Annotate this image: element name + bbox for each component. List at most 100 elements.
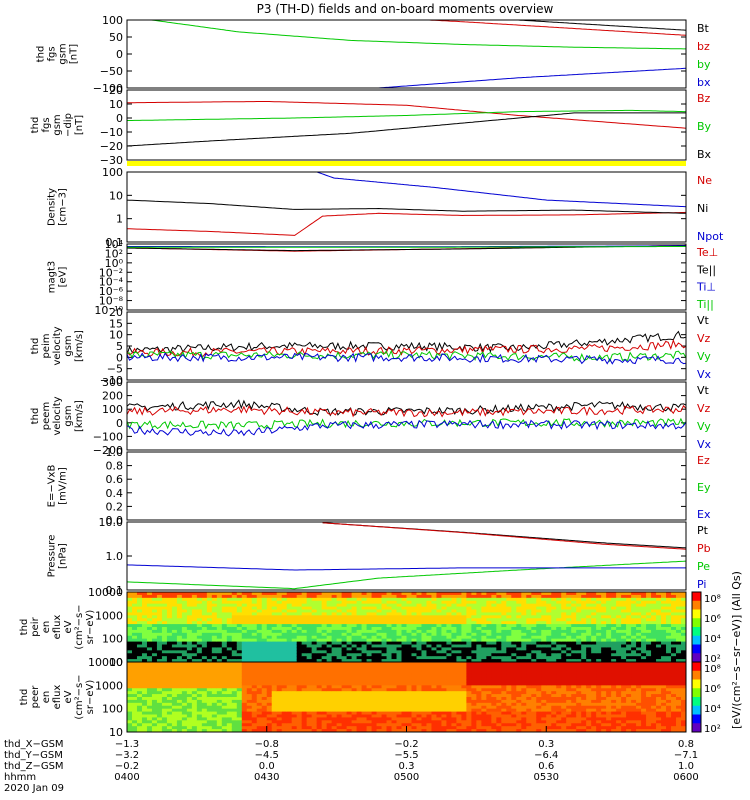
spectrogram-cell bbox=[656, 594, 662, 599]
spectrogram-cell bbox=[326, 729, 333, 733]
spectrogram-cell bbox=[526, 682, 532, 686]
spectrogram-cell bbox=[181, 676, 188, 680]
spectrogram-cell bbox=[611, 612, 617, 616]
spectrogram-cell bbox=[156, 644, 163, 648]
spectrogram-cell bbox=[326, 662, 333, 666]
spectrogram-cell bbox=[381, 627, 388, 631]
spectrogram-cell bbox=[441, 662, 447, 666]
spectrogram-cell bbox=[206, 641, 213, 645]
spectrogram-cell bbox=[326, 664, 333, 669]
spectrogram-cell bbox=[521, 659, 527, 663]
spectrogram-cell bbox=[446, 697, 452, 701]
spectrogram-cell bbox=[311, 726, 318, 730]
spectrogram-cell bbox=[401, 705, 407, 710]
spectrogram-cell bbox=[171, 702, 178, 707]
spectrogram-cell bbox=[416, 723, 422, 727]
spectrogram-cell bbox=[226, 667, 233, 672]
spectrogram-cell bbox=[136, 705, 143, 710]
spectrogram-cell bbox=[311, 676, 318, 680]
spectrogram-cell bbox=[396, 711, 403, 715]
spectrogram-cell bbox=[286, 647, 293, 651]
spectrogram-cell bbox=[306, 621, 313, 625]
spectrogram-cell bbox=[176, 603, 183, 608]
spectrogram-cell bbox=[661, 594, 667, 599]
spectrogram-cell bbox=[386, 606, 393, 610]
spectrogram-cell bbox=[176, 720, 183, 724]
spectrogram-cell bbox=[136, 650, 143, 654]
spectrogram-cell bbox=[221, 717, 228, 721]
spectrogram-cell bbox=[416, 679, 422, 683]
spectrogram-cell bbox=[426, 705, 432, 710]
spectrogram-cell bbox=[646, 624, 652, 628]
spectrogram-cell bbox=[641, 618, 647, 622]
spectrogram-cell bbox=[421, 632, 427, 637]
spectrogram-cell bbox=[196, 711, 203, 715]
spectrogram-cell bbox=[186, 726, 193, 730]
spectrogram-cell bbox=[206, 606, 213, 610]
spectrogram-cell bbox=[261, 723, 268, 727]
spectrogram-cell bbox=[281, 711, 288, 715]
spectrogram-cell bbox=[456, 612, 462, 616]
spectrogram-cell bbox=[371, 606, 378, 610]
spectrogram-cell bbox=[296, 612, 303, 616]
spectrogram-cell bbox=[501, 702, 507, 707]
spectrogram-cell bbox=[506, 621, 512, 625]
spectrogram-cell bbox=[406, 621, 412, 625]
spectrogram-cell bbox=[276, 679, 283, 683]
spectrogram-cell bbox=[151, 615, 158, 619]
spectrogram-cell bbox=[171, 600, 178, 605]
spectrogram-cell bbox=[226, 656, 233, 660]
spectrogram-cell bbox=[171, 644, 178, 648]
spectrogram-cell bbox=[506, 632, 512, 637]
spectrogram-cell bbox=[651, 594, 657, 599]
spectrogram-cell bbox=[291, 711, 298, 715]
spectrogram-cell bbox=[181, 638, 188, 643]
spectrogram-cell bbox=[491, 635, 497, 640]
spectrogram-cell bbox=[186, 609, 193, 613]
spectrogram-cell bbox=[186, 594, 193, 599]
spectrogram-cell bbox=[451, 688, 457, 692]
spectrogram-cell bbox=[391, 603, 398, 608]
spectrogram-cell bbox=[596, 621, 602, 625]
spectrogram-cell bbox=[256, 594, 263, 599]
spectrogram-cell bbox=[251, 606, 258, 610]
spectrogram-cell bbox=[401, 726, 407, 730]
spectrogram-cell bbox=[436, 629, 442, 634]
spectrogram-cell bbox=[161, 691, 168, 695]
spectrogram-cell bbox=[321, 673, 328, 678]
spectrogram-cell bbox=[586, 600, 592, 605]
spectrogram-cell bbox=[336, 615, 343, 619]
series-line-Bz bbox=[127, 101, 686, 129]
spectrogram-cell bbox=[346, 702, 353, 707]
series-line-By bbox=[127, 109, 686, 121]
spectrogram-cell bbox=[131, 720, 138, 724]
spectrogram-cell bbox=[416, 632, 422, 637]
spectrogram-cell bbox=[326, 697, 333, 701]
spectrogram-cell bbox=[381, 656, 388, 660]
spectrogram-cell bbox=[376, 714, 383, 718]
spectrogram-cell bbox=[631, 641, 637, 645]
spectrogram-cell bbox=[586, 659, 592, 663]
spectrogram-cell bbox=[391, 694, 398, 698]
spectrogram-cell bbox=[461, 720, 467, 724]
spectrogram-cell bbox=[531, 641, 537, 645]
spectrogram-cell bbox=[191, 629, 198, 634]
spectrogram-cell bbox=[226, 708, 233, 713]
spectrogram-cell bbox=[196, 618, 203, 622]
spectrogram-cell bbox=[436, 723, 442, 727]
spectrogram-cell bbox=[666, 629, 672, 634]
spectrogram-cell bbox=[326, 702, 333, 707]
spectrogram-cell bbox=[481, 697, 487, 701]
spectrogram-cell bbox=[211, 659, 218, 663]
legend-entry: Te⊥ bbox=[696, 246, 718, 259]
spectrogram-cell bbox=[136, 653, 143, 657]
spectrogram-cell bbox=[451, 691, 457, 695]
spectrogram-cell bbox=[461, 694, 467, 698]
spectrogram-cell bbox=[506, 609, 512, 613]
spectrogram-cell bbox=[211, 603, 218, 608]
spectrogram-cell bbox=[131, 621, 138, 625]
spectrogram-cell bbox=[376, 597, 383, 602]
spectrogram-cell bbox=[127, 621, 133, 625]
spectrogram-cell bbox=[461, 609, 467, 613]
spectrogram-cell bbox=[291, 641, 298, 645]
